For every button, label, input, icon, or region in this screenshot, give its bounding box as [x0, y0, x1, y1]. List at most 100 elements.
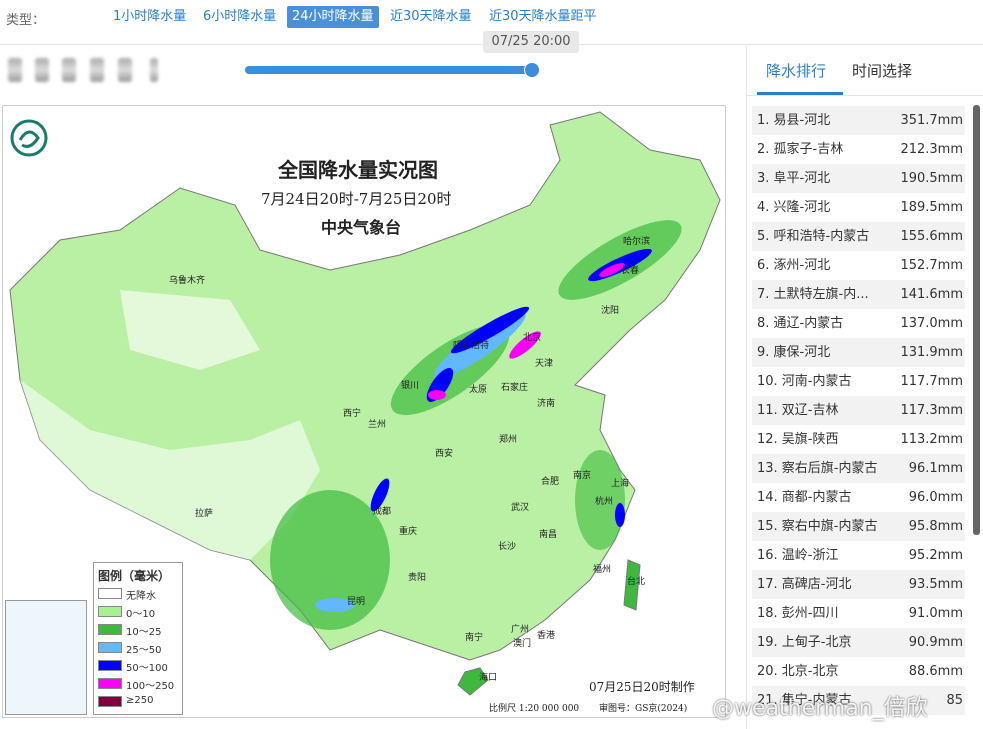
station-name: 21. 集宁-内蒙古	[757, 693, 852, 708]
ranking-row[interactable]: 6. 涿州-河北 152.7mm	[752, 251, 965, 280]
type-tab[interactable]: 1小时降水量	[113, 9, 187, 24]
legend-label: 10～25	[126, 627, 162, 638]
ranking-row[interactable]: 5. 呼和浩特-内蒙古 155.6mm	[752, 222, 965, 251]
city-label: 石家庄	[501, 383, 529, 393]
city-label: 台北	[627, 577, 646, 587]
ranking-row[interactable]: 14. 商都-内蒙古 96.0mm	[752, 483, 965, 512]
ranking-row[interactable]: 9. 康保-河北 131.9mm	[752, 338, 965, 367]
scrollbar[interactable]	[973, 105, 980, 535]
ranking-row[interactable]: 15. 察右中旗-内蒙古 95.8mm	[752, 512, 965, 541]
rainfall-value: 152.7mm	[900, 258, 963, 273]
station-name: 4. 兴隆-河北	[757, 200, 831, 215]
rainfall-value: 90.9mm	[908, 635, 963, 650]
ranking-row[interactable]: 19. 上甸子-北京 90.9mm	[752, 628, 965, 657]
city-label: 合肥	[541, 477, 560, 487]
rainfall-value: 95.8mm	[908, 519, 963, 534]
icon[interactable]	[118, 58, 132, 82]
city-label: 重庆	[399, 527, 418, 537]
ranking-row[interactable]: 2. 孤家子-吉林 212.3mm	[752, 135, 965, 164]
icon[interactable]	[150, 58, 158, 82]
legend-title: 图例（毫米）	[98, 569, 171, 583]
rainfall-value: 95.2mm	[908, 548, 963, 563]
rainfall-value: 117.3mm	[900, 403, 963, 418]
slider-knob[interactable]	[524, 62, 540, 78]
station-name: 12. 吴旗-陕西	[757, 432, 839, 447]
city-label: 成都	[373, 507, 392, 517]
rainfall-value: 212.3mm	[900, 142, 963, 157]
ranking-row[interactable]: 17. 高碑店-河北 93.5mm	[752, 570, 965, 599]
ranking-row[interactable]: 16. 温岭-浙江 95.2mm	[752, 541, 965, 570]
legend-label: 0～10	[126, 609, 156, 620]
rainfall-value: 351.7mm	[900, 113, 963, 128]
legend-swatch	[98, 660, 122, 671]
station-name: 1. 易县-河北	[757, 113, 831, 128]
rainfall-value: 141.6mm	[900, 287, 963, 302]
legend-swatch	[98, 678, 122, 689]
station-name: 15. 察右中旗-内蒙古	[757, 519, 878, 534]
station-name: 18. 彭州-四川	[757, 606, 839, 621]
city-label: 上海	[611, 479, 630, 489]
watermark: @weatherman_倍欣	[712, 696, 928, 721]
city-label: 天津	[535, 359, 554, 369]
ranking-row[interactable]: 18. 彭州-四川 91.0mm	[752, 599, 965, 628]
type-tab[interactable]: 近30天降水量	[390, 9, 472, 24]
map-agency: 中央气象台	[321, 218, 402, 237]
rainfall-value: 93.5mm	[908, 577, 963, 592]
legend-swatch	[98, 696, 122, 707]
station-name: 5. 呼和浩特-内蒙古	[757, 229, 870, 244]
city-label: 哈尔滨	[623, 237, 651, 247]
icon[interactable]	[8, 58, 22, 82]
ranking-row[interactable]: 11. 双辽-吉林 117.3mm	[752, 396, 965, 425]
city-label: 太原	[469, 385, 488, 395]
icon[interactable]	[62, 58, 76, 82]
ranking-row[interactable]: 10. 河南-内蒙古 117.7mm	[752, 367, 965, 396]
city-label: 海口	[479, 673, 498, 683]
rainfall-value: 91.0mm	[908, 606, 963, 621]
ranking-row[interactable]: 20. 北京-北京 88.6mm	[752, 657, 965, 686]
city-label: 沈阳	[601, 306, 620, 316]
ranking-row[interactable]: 4. 兴隆-河北 189.5mm	[752, 193, 965, 222]
type-tab[interactable]: 6小时降水量	[203, 9, 277, 24]
legend-swatch	[98, 624, 122, 635]
rainfall-value: 189.5mm	[900, 200, 963, 215]
ranking-row[interactable]: 3. 阜平-河北 190.5mm	[752, 164, 965, 193]
time-slider[interactable]	[245, 66, 532, 74]
ranking-row[interactable]: 8. 通辽-内蒙古 137.0mm	[752, 309, 965, 338]
rainfall-value: 190.5mm	[900, 171, 963, 186]
legend-label: 100～250	[126, 681, 175, 692]
ranking-row[interactable]: 1. 易县-河北 351.7mm	[752, 106, 965, 135]
station-name: 17. 高碑店-河北	[757, 577, 852, 592]
ranking-row[interactable]: 21. 集宁-内蒙古 85	[752, 686, 965, 715]
rainfall-value: 131.9mm	[900, 345, 963, 360]
station-name: 2. 孤家子-吉林	[757, 142, 844, 157]
panel-tab[interactable]: 降水排行	[766, 62, 827, 80]
station-name: 19. 上甸子-北京	[757, 635, 852, 650]
city-label: 长沙	[498, 542, 517, 552]
city-label: 拉萨	[195, 509, 214, 519]
ranking-row[interactable]: 12. 吴旗-陕西 113.2mm	[752, 425, 965, 454]
icon[interactable]	[90, 58, 104, 82]
legend-label: 50～100	[126, 663, 168, 674]
rainfall-value: 96.0mm	[908, 490, 963, 505]
station-name: 13. 察右后旗-内蒙古	[757, 461, 878, 476]
station-name: 20. 北京-北京	[757, 664, 839, 679]
made-time: 07月25日20时制作	[589, 680, 695, 694]
type-tab[interactable]: 24小时降水量	[287, 6, 379, 28]
city-label: 香港	[537, 631, 556, 641]
ranking-row[interactable]: 7. 土默特左旗-内... 141.6mm	[752, 280, 965, 309]
separator	[747, 95, 983, 96]
panel-tab[interactable]: 时间选择	[852, 62, 913, 80]
city-label: 呼和浩特	[453, 341, 490, 351]
type-tab[interactable]: 近30天降水量距平	[489, 9, 597, 24]
city-label: 贵阳	[408, 573, 427, 583]
icon[interactable]	[35, 58, 49, 82]
legend-swatch	[98, 642, 122, 653]
tab-underline	[757, 92, 843, 95]
ranking-row[interactable]: 13. 察右后旗-内蒙古 96.1mm	[752, 454, 965, 483]
station-name: 6. 涿州-河北	[757, 258, 831, 273]
rainfall-value: 85	[946, 693, 963, 708]
station-name: 16. 温岭-浙江	[757, 548, 839, 563]
city-label: 南宁	[465, 633, 484, 643]
map-scale: 比例尺 1:20 000 000	[489, 704, 580, 714]
